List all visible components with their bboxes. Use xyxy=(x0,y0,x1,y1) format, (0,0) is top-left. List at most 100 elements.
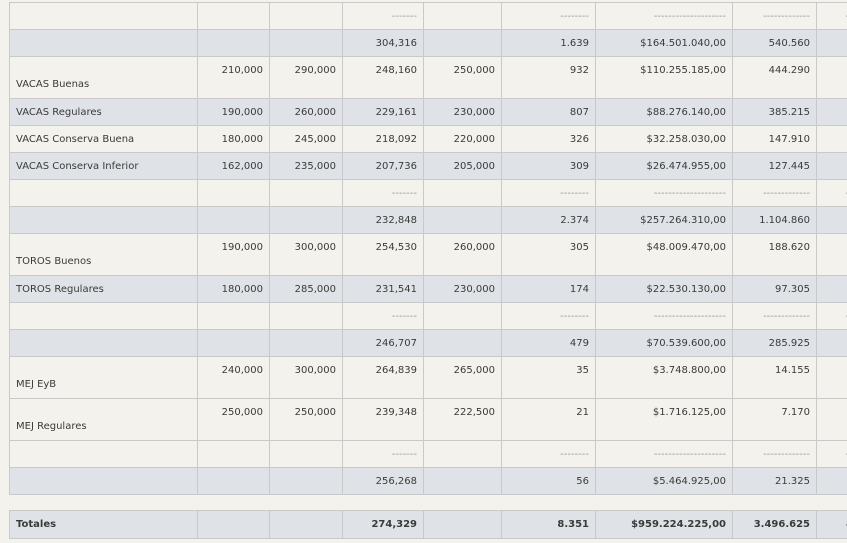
value-cell: 180,000 xyxy=(197,275,270,303)
table-row: VACAS Buenas 210,000 290,000 248,160 250,000… xyxy=(9,56,847,99)
table-row: VACAS Conserva Inferior 162,000 235,000 207… xyxy=(9,152,847,180)
value-cell: 444.290 xyxy=(732,56,817,99)
value-cell: 35 xyxy=(501,356,596,399)
row-label: VACAS Regulares xyxy=(9,98,198,126)
row-label: MEJ EyB xyxy=(9,356,198,399)
value-cell: 127.445 xyxy=(732,152,817,180)
separator-cell: -------------------- xyxy=(595,2,733,30)
table-row: ------- -------- -------------------- -----… xyxy=(9,302,847,330)
value-cell xyxy=(197,329,270,357)
row-label: VACAS Conserva Buena xyxy=(9,125,198,153)
value-cell: 239,348 xyxy=(342,398,424,441)
value-cell: 1.104.860 xyxy=(732,206,817,234)
separator-cell: ------- xyxy=(342,302,424,330)
value-cell: 477 xyxy=(816,98,847,126)
value-cell: $88.276.140,00 xyxy=(595,98,733,126)
separator-cell: ------- xyxy=(342,440,424,468)
separator-cell: ------------- xyxy=(732,179,817,207)
separator-cell xyxy=(423,179,502,207)
table-row: 232,848 2.374$257.264.310,001.104.860465 xyxy=(9,206,847,234)
value-cell: 1.639 xyxy=(501,29,596,57)
separator-cell xyxy=(423,302,502,330)
separator-cell xyxy=(197,179,270,207)
row-label: VACAS Conserva Inferior xyxy=(9,152,198,180)
value-cell: 254,530 xyxy=(342,233,424,276)
totals-cell: 3.496.625 xyxy=(732,510,817,539)
value-cell: 618 xyxy=(816,233,847,276)
value-cell: $22.530.130,00 xyxy=(595,275,733,303)
value-cell: $48.009.470,00 xyxy=(595,233,733,276)
totals-cell: 419 xyxy=(816,510,847,539)
value-cell: $26.474.955,00 xyxy=(595,152,733,180)
table-row: MEJ Regulares 250,000 250,000 239,348 222,50… xyxy=(9,398,847,441)
value-cell: 56 xyxy=(501,467,596,495)
value-cell: 222,500 xyxy=(423,398,502,441)
value-cell xyxy=(197,29,270,57)
value-cell: 807 xyxy=(501,98,596,126)
value-cell: 21 xyxy=(501,398,596,441)
separator-cell: ------------- xyxy=(732,2,817,30)
value-cell: 147.910 xyxy=(732,125,817,153)
value-cell: 304,316 xyxy=(342,29,424,57)
totals-table: Totales 274,329 8.351 $959.224.225,00 3.… xyxy=(9,510,847,539)
value-cell: 300,000 xyxy=(269,356,343,399)
separator-cell xyxy=(269,440,343,468)
table-row: ------- -------- -------------------- -----… xyxy=(9,440,847,468)
value-cell xyxy=(423,29,502,57)
value-cell: 210,000 xyxy=(197,56,270,99)
value-cell: 248,160 xyxy=(342,56,424,99)
table-row: TOROS Regulares 180,000 285,000 231,541 230,… xyxy=(9,275,847,303)
value-cell: 597 xyxy=(816,329,847,357)
totals-cell: 274,329 xyxy=(342,510,424,539)
value-cell xyxy=(269,467,343,495)
value-cell: 932 xyxy=(501,56,596,99)
value-cell xyxy=(423,329,502,357)
value-cell: 290,000 xyxy=(269,56,343,99)
separator-cell: ------ xyxy=(816,2,847,30)
value-cell: 245,000 xyxy=(269,125,343,153)
row-label xyxy=(9,2,198,30)
row-label xyxy=(9,29,198,57)
value-cell: 540.560 xyxy=(732,29,817,57)
value-cell: 190,000 xyxy=(197,233,270,276)
value-cell: $164.501.040,00 xyxy=(595,29,733,57)
value-cell: 240,000 xyxy=(197,356,270,399)
value-cell xyxy=(269,329,343,357)
separator-cell: ------- xyxy=(342,179,424,207)
value-cell: 235,000 xyxy=(269,152,343,180)
separator-cell xyxy=(269,179,343,207)
value-cell: 97.305 xyxy=(732,275,817,303)
value-cell: 205,000 xyxy=(423,152,502,180)
separator-cell: ------ xyxy=(816,302,847,330)
value-cell: 188.620 xyxy=(732,233,817,276)
row-label xyxy=(9,440,198,468)
value-cell: 479 xyxy=(501,329,596,357)
value-cell: 330 xyxy=(816,29,847,57)
value-cell: 300,000 xyxy=(269,233,343,276)
value-cell: 21.325 xyxy=(732,467,817,495)
value-cell: 232,848 xyxy=(342,206,424,234)
value-cell: 190,000 xyxy=(197,98,270,126)
value-cell: $3.748.800,00 xyxy=(595,356,733,399)
table-row: ------- -------- -------------------- -----… xyxy=(9,2,847,30)
row-label xyxy=(9,179,198,207)
row-label: VACAS Buenas xyxy=(9,56,198,99)
table-row: TOROS Buenos 190,000 300,000 254,530 260,000… xyxy=(9,233,847,276)
separator-cell: -------- xyxy=(501,302,596,330)
separator-cell xyxy=(423,440,502,468)
value-cell: 264,839 xyxy=(342,356,424,399)
value-cell: 260,000 xyxy=(423,233,502,276)
separator-cell: ------- xyxy=(342,2,424,30)
value-cell: 250,000 xyxy=(423,56,502,99)
row-label xyxy=(9,467,198,495)
row-label: TOROS Buenos xyxy=(9,233,198,276)
value-cell: $32.258.030,00 xyxy=(595,125,733,153)
separator-cell: ------ xyxy=(816,440,847,468)
value-cell: 7.170 xyxy=(732,398,817,441)
value-cell xyxy=(197,206,270,234)
separator-cell: -------------------- xyxy=(595,179,733,207)
livestock-price-table: ------- -------- -------------------- -----… xyxy=(9,2,847,495)
row-label xyxy=(9,206,198,234)
value-cell: 465 xyxy=(816,206,847,234)
